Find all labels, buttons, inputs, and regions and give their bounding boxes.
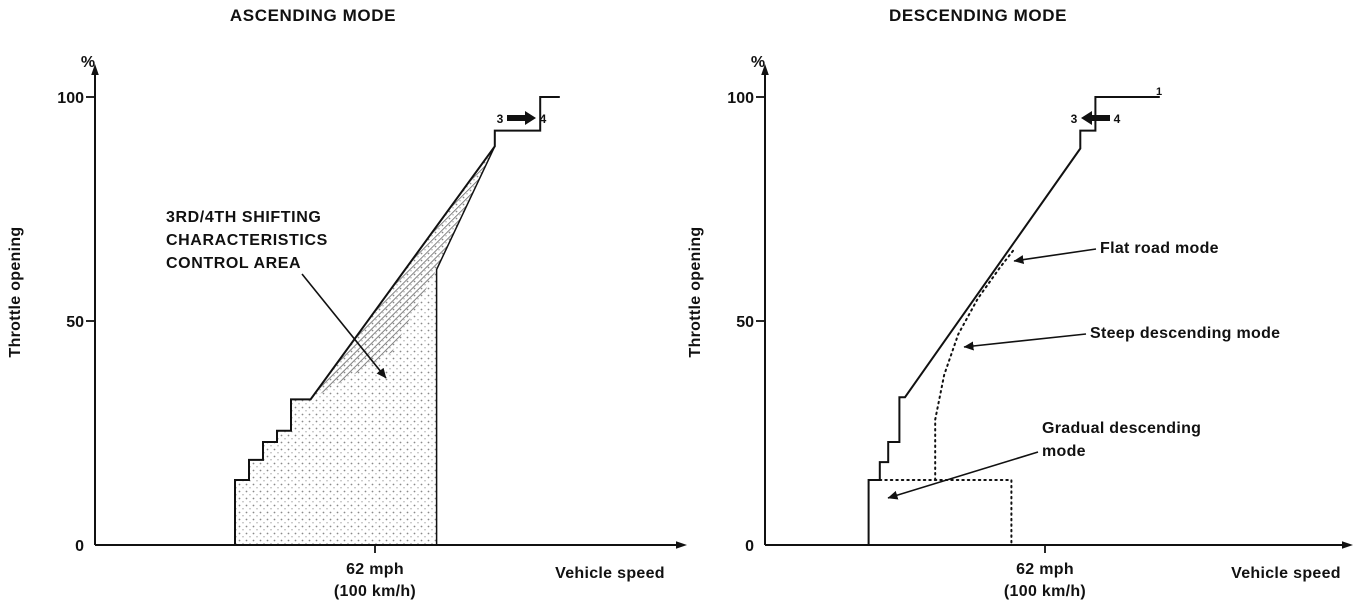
gradual-descending-line <box>878 479 1013 546</box>
y-unit-label: % <box>81 54 95 71</box>
chart-title: DESCENDING MODE <box>889 6 1067 25</box>
flat-road-line <box>867 96 1160 545</box>
gear-3-label: 3 <box>497 112 504 126</box>
flat-road-label: Flat road mode <box>1100 240 1219 257</box>
chart-title: ASCENDING MODE <box>230 6 396 25</box>
shift-line <box>234 96 560 545</box>
annotation-arrow <box>301 273 387 379</box>
y-unit-label: % <box>751 54 765 71</box>
curve-1-label: 1 <box>1156 86 1162 98</box>
x-axis-arrowhead <box>1342 541 1353 549</box>
gear-4-label: 4 <box>540 112 547 126</box>
gear-3-label: 3 <box>1071 112 1078 126</box>
y-axis-arrowhead <box>761 64 769 75</box>
control-area-annotation-line1: 3RD/4TH SHIFTING <box>166 209 321 226</box>
y-tick-label-50: 50 <box>736 314 754 331</box>
y-tick-label-100: 100 <box>57 90 84 107</box>
throttle-opening-label: Throttle opening <box>687 226 704 357</box>
y-tick-label-0: 0 <box>75 538 84 555</box>
steep-descending-arrow <box>963 333 1087 351</box>
speed-100kmh-label: (100 km/h) <box>1004 583 1086 600</box>
flat-road-arrow <box>1013 248 1097 265</box>
vehicle-speed-label: Vehicle speed <box>1231 565 1341 582</box>
speed-100kmh-label: (100 km/h) <box>334 583 416 600</box>
control-area-annotation-line2: CHARACTERISTICS <box>166 232 328 249</box>
gradual-descending-arrow <box>887 451 1039 500</box>
control-area-boundary <box>435 145 496 545</box>
throttle-opening-label: Throttle opening <box>7 226 24 357</box>
shift-left-arrow <box>1081 111 1110 125</box>
steep-descending-label: Steep descending mode <box>1090 325 1280 342</box>
gradual-descending-label-line1: Gradual descending <box>1042 420 1201 437</box>
vehicle-speed-label: Vehicle speed <box>555 565 665 582</box>
shift-right-arrow <box>507 111 536 125</box>
control-area-annotation-line3: CONTROL AREA <box>166 255 301 272</box>
y-axis-arrowhead <box>91 64 99 75</box>
gear-4-label: 4 <box>1114 112 1121 126</box>
descending-chart: DESCENDING MODE % 100 50 0 Throttle open… <box>687 6 1353 600</box>
y-tick-label-100: 100 <box>727 90 754 107</box>
steep-descending-line <box>934 248 1016 481</box>
ascending-chart: ASCENDING MODE % 100 50 0 Throttle openi… <box>7 6 687 600</box>
y-tick-label-50: 50 <box>66 314 84 331</box>
gradual-descending-label-line2: mode <box>1042 443 1086 460</box>
speed-62mph-label: 62 mph <box>1016 561 1074 578</box>
speed-62mph-label: 62 mph <box>346 561 404 578</box>
x-axis-arrowhead <box>676 541 687 549</box>
y-tick-label-0: 0 <box>745 538 754 555</box>
